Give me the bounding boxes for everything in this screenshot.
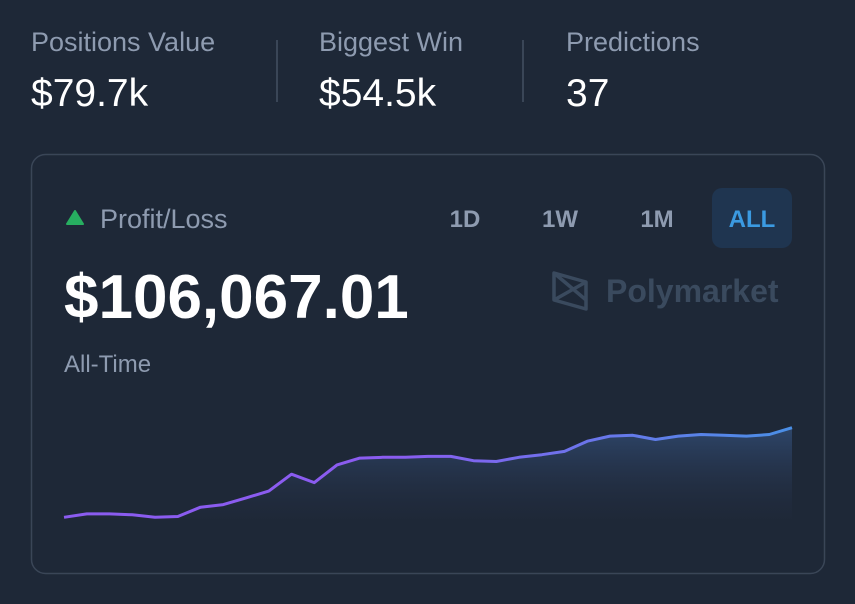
timeframe-button[interactable]: 1D [450,206,481,233]
stat-label: Positions Value [31,27,215,57]
timeframe-active-bg[interactable] [712,188,792,248]
card-title: Profit/Loss [100,204,228,234]
period: All-Time [64,351,151,378]
stat-value: 37 [566,72,609,115]
area-fill [64,427,792,519]
up-icon [66,210,84,225]
stat-label: Biggest Win [319,27,463,57]
timeframe-button[interactable]: 1W [542,206,578,233]
stat-value: $54.5k [319,72,437,115]
timeframe-button[interactable]: 1M [640,206,673,233]
stat-value: $79.7k [31,72,149,115]
brand: Polymarket [606,273,779,309]
stat-label: Predictions [566,27,700,57]
timeframe-button[interactable]: ALL [729,206,776,233]
brand-icon [552,271,588,311]
pnl-line [63,426,793,519]
amount: $106,067.01 [64,263,409,332]
brand-logo [552,271,588,311]
